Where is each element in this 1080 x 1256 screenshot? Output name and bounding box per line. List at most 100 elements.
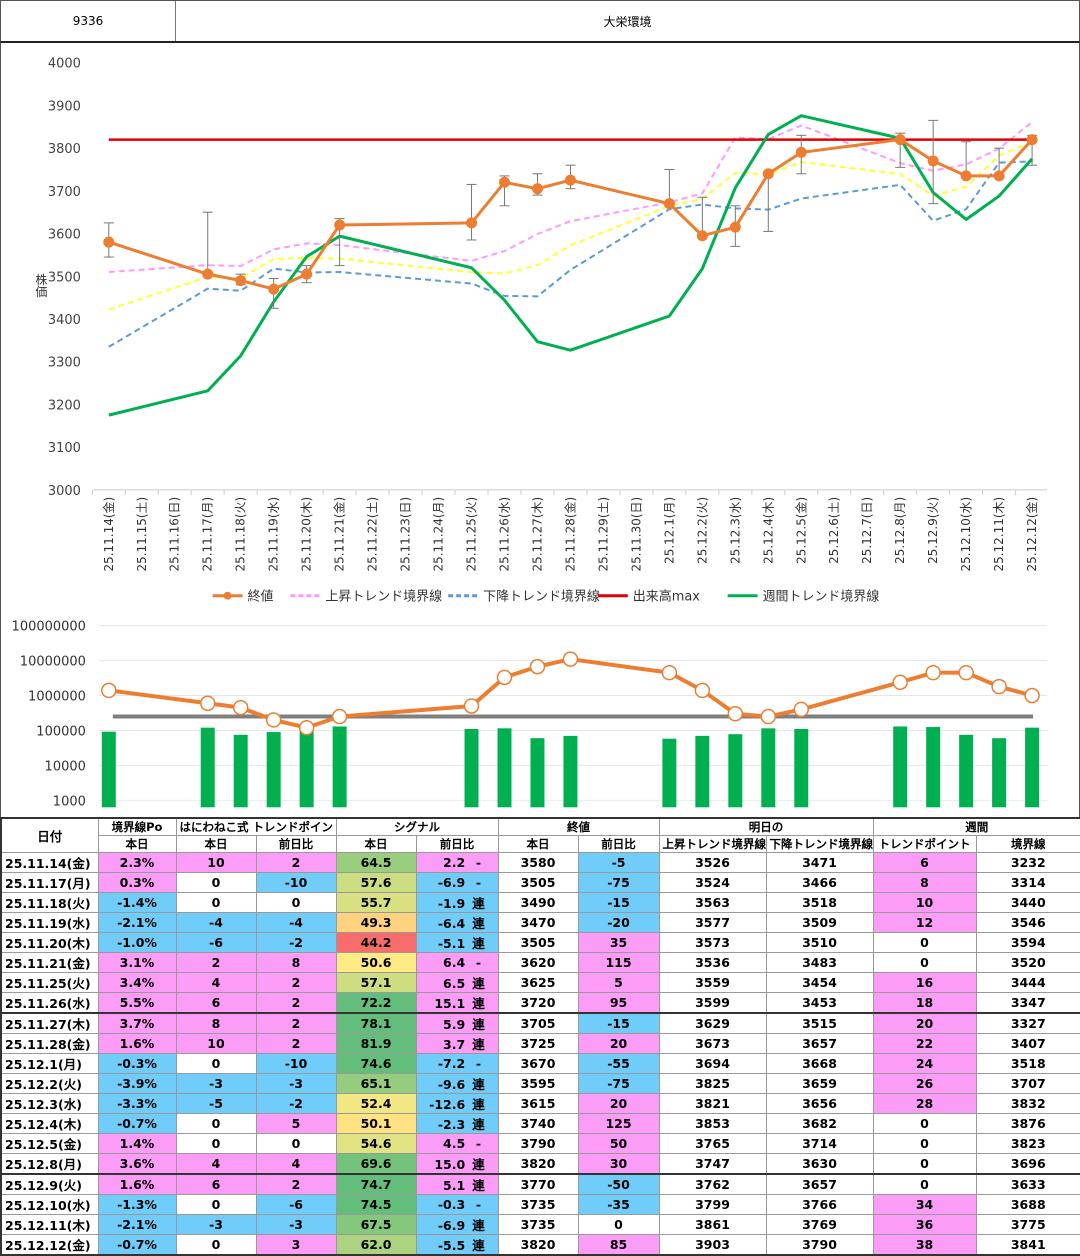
signal-diff-cell: 3.7 連 [415,1033,499,1055]
y-tick-label: 3200 [48,398,81,413]
signal-streak-mark: 連 [472,1097,485,1113]
x-tick-label: 25.12.2(火) [695,497,709,564]
po-cell: 1.6% [97,1033,177,1055]
signal-diff-value: -0.3 [437,1197,466,1213]
weekly-boundary-cell: 3407 [975,1033,1080,1055]
tp-diff-cell: 0 [255,1133,337,1155]
sub-down: 下降トレンド境界線 [765,834,874,854]
tp-cell: -4 [175,912,257,934]
weekly-tp-cell: 24 [872,1053,977,1075]
close-diff-cell: -75 [577,1073,660,1095]
signal-diff-value: 5.9 [443,1017,466,1033]
lower-boundary-cell: 3509 [765,912,874,934]
sub-wtp: トレンドポイント [872,834,977,854]
upper-boundary-cell: 3903 [658,1234,767,1256]
weekly-tp-cell: 0 [872,932,977,954]
date-cell: 25.11.17(月) [0,872,99,894]
close-cell: 3720 [497,992,579,1014]
lower-boundary-cell: 3766 [765,1194,874,1216]
tp-diff-cell: -10 [255,1053,337,1075]
close-point [927,155,939,167]
date-cell: 25.11.27(木) [0,1012,99,1035]
close-diff-cell: -15 [577,892,660,914]
tp-cell: 2 [175,952,257,974]
x-tick-label: 25.12.4(木) [761,497,775,564]
close-point [466,217,478,229]
x-tick-label: 25.12.7(日) [860,497,874,564]
weekly-boundary-cell: 3520 [975,952,1080,974]
volume-line-point [892,674,908,690]
weekly-tp-cell: 18 [872,992,977,1014]
tp-cell: 4 [175,972,257,994]
po-cell: -2.1% [97,912,177,934]
volume-bar [464,728,479,808]
close-cell: 3670 [497,1053,579,1075]
price-chart: 3000 3100 3200 3300 3400 3500 3600 3700 3800 3900… [34,57,1048,605]
weekly-boundary-cell: 3546 [975,912,1080,934]
lower-boundary-cell: 3714 [765,1133,874,1155]
signal-cell: 64.5 [335,852,417,874]
upper-boundary-cell: 3694 [658,1053,767,1075]
volume-bar [200,727,215,808]
legend-label: 下降トレンド境界線 [483,589,600,605]
signal-streak-mark: 連 [472,1178,485,1194]
close-cell: 3820 [497,1153,579,1175]
x-tick-label: 25.11.21(金) [332,497,347,572]
signal-diff-cell: -7.2 - [415,1053,499,1075]
y-tick-label: 3600 [48,228,81,243]
close-diff-cell: 125 [577,1113,660,1135]
y-tick-label: 3900 [48,99,81,114]
table-row: 25.12.8(月) 3.6% 4 4 69.6 15.0 連 3820 30 3747 3630… [0,1153,1080,1175]
signal-diff-cell: -2.3 連 [415,1113,499,1135]
signal-cell: 74.6 [335,1053,417,1075]
y-tick-label: 3300 [48,356,81,371]
table-row: 25.12.12(金) -0.7% 0 3 62.0 -5.5 連 3820 85 3903 37… [0,1234,1080,1256]
volume-bar [233,734,248,808]
weekly-boundary-cell: 3314 [975,872,1080,894]
close-point [1026,134,1038,146]
weekly-boundary-cell: 3696 [975,1153,1080,1175]
signal-cell: 55.7 [335,892,417,914]
po-cell: -0.7% [97,1113,177,1135]
close-cell: 3595 [497,1073,579,1095]
tp-cell: -6 [175,932,257,954]
volume-bar [695,735,710,808]
signal-streak-mark: 連 [472,936,485,952]
volume-line-point [1024,687,1040,704]
close-point [894,134,906,146]
tp-cell: 0 [175,892,257,914]
header: 9336 大栄環境 [0,0,1080,43]
volume-line-point [925,664,941,681]
lower-boundary-cell: 3682 [765,1113,874,1135]
signal-diff-cell: 5.1 連 [415,1173,499,1196]
signal-streak-mark: 連 [472,1218,485,1234]
date-cell: 25.12.8(月) [0,1153,99,1175]
volume-bar [728,734,743,808]
volume-line-point [298,719,315,736]
signal-cell: 52.4 [335,1093,417,1115]
upper-boundary-cell: 3524 [658,872,767,894]
signal-diff-cell: -9.6 連 [415,1073,499,1095]
mid-trend-line [108,140,1033,311]
lower-boundary-cell: 3518 [765,892,874,914]
x-tick-label: 25.11.27(木) [530,497,544,572]
signal-diff-value: 5.1 [443,1178,466,1194]
table-row: 25.12.1(月) -0.3% 0 -10 74.6 -7.2 -3670 -55 3694… [0,1053,1080,1075]
signal-cell: 74.5 [335,1194,417,1216]
col-next: 明日の [658,817,874,836]
close-point [103,236,115,248]
y-tick-label: 3000 [48,484,81,499]
weekly-tp-cell: 20 [872,1012,977,1035]
weekly-tp-cell: 26 [872,1073,977,1095]
weekly-tp-cell: 0 [872,1133,977,1155]
signal-streak-mark: 連 [472,1017,485,1033]
charts-area: 3000 3100 3200 3300 3400 3500 3600 3700 3800 3900… [0,43,1080,817]
upper-boundary-cell: 3629 [658,1012,767,1035]
tp-cell: 6 [175,1173,257,1196]
weekly-boundary-cell: 3823 [975,1133,1080,1155]
weekly-boundary-cell: 3876 [975,1113,1080,1135]
close-point [202,268,214,280]
y-tick-label: 1000 [53,794,86,809]
weekly-boundary-cell: 3633 [975,1173,1080,1196]
tp-diff-cell: 2 [255,1173,337,1196]
